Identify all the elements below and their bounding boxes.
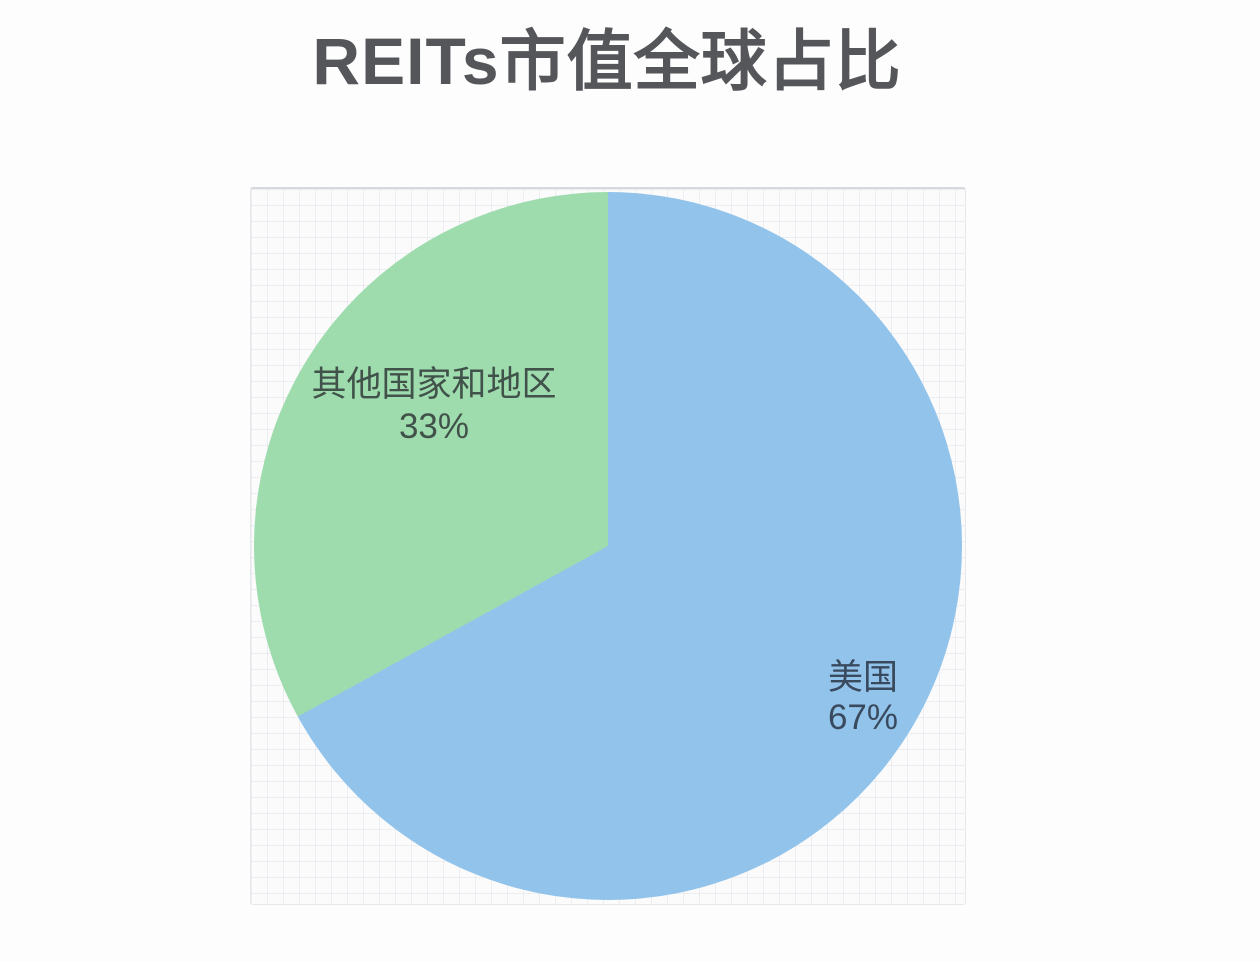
slice-label-usa-name: 美国 — [827, 658, 898, 697]
pie-chart — [254, 192, 962, 900]
slice-label-usa-pct: 67% — [827, 698, 899, 737]
slice-label-other-countries-name: 其他国家和地区 — [311, 365, 557, 404]
slice-label-other-countries-pct: 33% — [398, 407, 470, 446]
slice-label-other-countries: 其他国家和地区 33% — [284, 364, 584, 448]
plot-area: 其他国家和地区 33% 美国 67% — [250, 187, 966, 905]
slice-label-usa: 美国 67% — [783, 658, 943, 738]
chart-title: REITs市值全球占比 — [312, 24, 902, 98]
